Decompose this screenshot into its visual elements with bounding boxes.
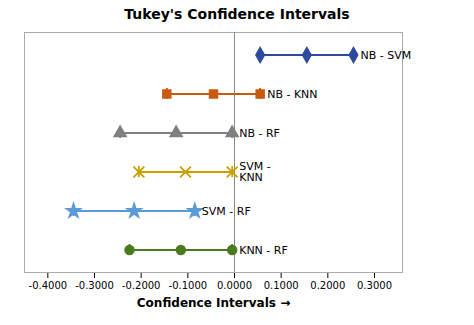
svg-text:Confidence Intervals →: Confidence Intervals → xyxy=(137,296,290,310)
svg-text:KNN - RF: KNN - RF xyxy=(239,244,288,257)
svg-text:0.0000: 0.0000 xyxy=(217,280,252,291)
svg-text:0.1000: 0.1000 xyxy=(264,280,299,291)
svg-text:-0.1000: -0.1000 xyxy=(169,280,208,291)
svg-text:0.3000: 0.3000 xyxy=(357,280,392,291)
svg-text:NB - RF: NB - RF xyxy=(239,127,280,140)
html-text:Tukey's Confidence Intervals: Tukey's Confidence Intervals xyxy=(124,6,350,22)
svg-text:-0.4000: -0.4000 xyxy=(29,280,68,291)
svg-text:-0.2000: -0.2000 xyxy=(122,280,161,291)
svg-text:NB - KNN: NB - KNN xyxy=(267,88,317,101)
svg-text:NB - SVM: NB - SVM xyxy=(361,49,412,62)
svg-text:SVM - RF: SVM - RF xyxy=(202,205,251,218)
svg-text:0.2000: 0.2000 xyxy=(310,280,345,291)
svg-text:SVM -KNN: SVM -KNN xyxy=(239,160,270,184)
svg-text:-0.3000: -0.3000 xyxy=(75,280,114,291)
